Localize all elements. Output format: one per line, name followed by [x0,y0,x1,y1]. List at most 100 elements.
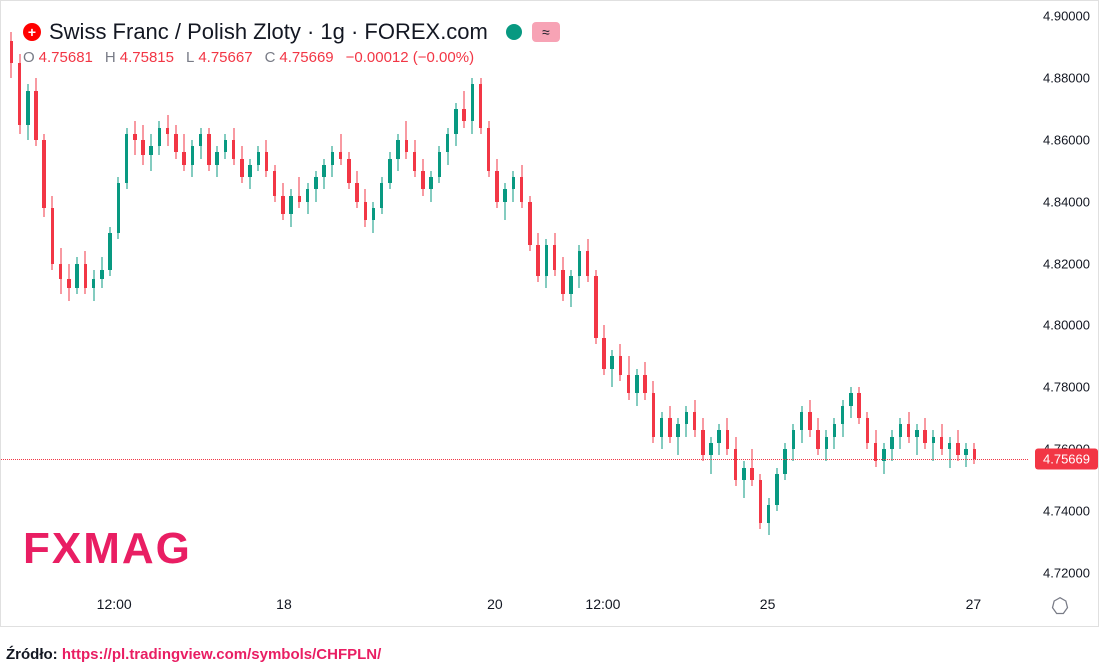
candle [232,1,236,588]
candle [701,1,705,588]
low-value: 4.75667 [198,49,252,66]
candle [948,1,952,588]
candle [693,1,697,588]
candle [717,1,721,588]
plot-area[interactable] [1,1,1028,586]
y-tick-label: 4.72000 [1043,565,1090,580]
candle [331,1,335,588]
candle [199,1,203,588]
candle [503,1,507,588]
candle [940,1,944,588]
candle [536,1,540,588]
candle [372,1,376,588]
candle [652,1,656,588]
candle [495,1,499,588]
candle [166,1,170,588]
change-value: −0.00012 (−0.00%) [346,49,474,66]
candle [709,1,713,588]
swiss-flag-icon [23,23,41,41]
candle [800,1,804,588]
candle [767,1,771,588]
candle [281,1,285,588]
candle [759,1,763,588]
low-label: L [186,49,194,66]
candle [569,1,573,588]
candle [18,1,22,588]
candle [973,1,977,588]
candle [298,1,302,588]
candle [553,1,557,588]
y-axis[interactable]: 4.900004.880004.860004.840004.820004.800… [1028,1,1098,586]
candle [405,1,409,588]
candle [561,1,565,588]
chart-header: Swiss Franc / Polish Zloty · 1g · FOREX.… [23,19,560,45]
candle [923,1,927,588]
candle [149,1,153,588]
candle [158,1,162,588]
candle [479,1,483,588]
x-tick-label: 27 [966,596,982,612]
candle [825,1,829,588]
candle [224,1,228,588]
x-axis[interactable]: 12:00182012:002527 [1,586,1028,626]
candle [421,1,425,588]
ohlc-row: O 4.75681 H 4.75815 L 4.75667 C 4.75669 … [23,49,474,66]
wave-indicator-badge[interactable]: ≈ [532,22,560,42]
source-row: Źródło: https://pl.tradingview.com/symbo… [6,646,381,663]
candle [899,1,903,588]
y-tick-label: 4.74000 [1043,503,1090,518]
candle [594,1,598,588]
candle [314,1,318,588]
candle [487,1,491,588]
candle [890,1,894,588]
chart-title[interactable]: Swiss Franc / Polish Zloty · 1g · FOREX.… [49,19,488,45]
candle [207,1,211,588]
watermark-logo: FXMAG [23,524,192,574]
candle [240,1,244,588]
candle [520,1,524,588]
candle [380,1,384,588]
candle [364,1,368,588]
close-label: C [265,49,276,66]
candle [578,1,582,588]
source-label: Źródło: [6,646,62,663]
candle [388,1,392,588]
candle [907,1,911,588]
candle [734,1,738,588]
candle [750,1,754,588]
candle [528,1,532,588]
candle [84,1,88,588]
candle [956,1,960,588]
candle [215,1,219,588]
candle [355,1,359,588]
candle [182,1,186,588]
candle [783,1,787,588]
candle [915,1,919,588]
y-tick-label: 4.88000 [1043,71,1090,86]
candle [396,1,400,588]
current-price-badge: 4.75669 [1035,449,1098,470]
x-tick-label: 25 [760,596,776,612]
high-label: H [105,49,116,66]
y-tick-label: 4.80000 [1043,318,1090,333]
candle [602,1,606,588]
candle [882,1,886,588]
source-link[interactable]: https://pl.tradingview.com/symbols/CHFPL… [62,646,381,663]
settings-gear-icon[interactable] [1050,596,1070,616]
candle [866,1,870,588]
candle [125,1,129,588]
candle [10,1,14,588]
candle [51,1,55,588]
candle [627,1,631,588]
candle [775,1,779,588]
candle [643,1,647,588]
candle [248,1,252,588]
market-status-dot [506,24,522,40]
candle [742,1,746,588]
candle [306,1,310,588]
candle [874,1,878,588]
candle [42,1,46,588]
candle [545,1,549,588]
candle [92,1,96,588]
candle [808,1,812,588]
